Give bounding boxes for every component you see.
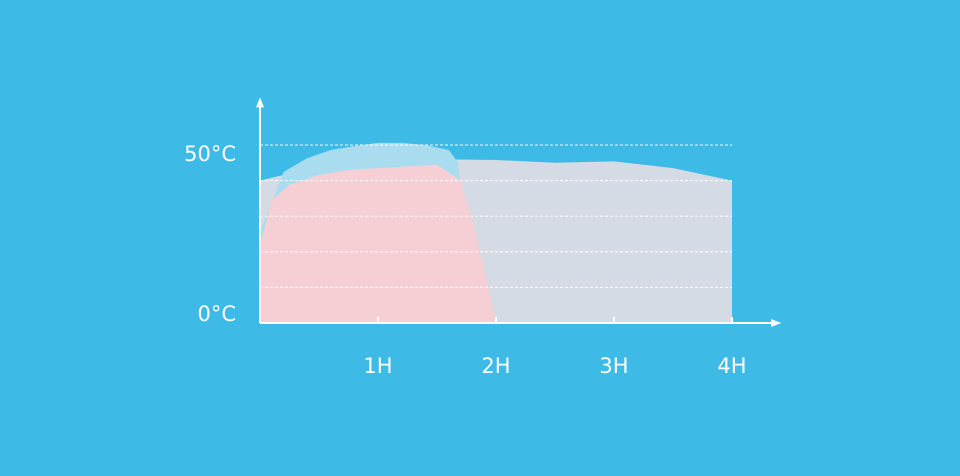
areas	[260, 142, 732, 323]
x-axis-arrow	[771, 319, 782, 327]
y-axis-arrow	[256, 97, 264, 108]
area	[260, 164, 496, 323]
x-tick-label: 2H	[481, 354, 510, 378]
x-tick-label: 4H	[717, 354, 746, 378]
x-tick-label: 1H	[363, 354, 392, 378]
y-tick-label: 0°C	[197, 302, 236, 326]
x-tick-label: 3H	[599, 354, 628, 378]
y-tick-label: 50°C	[184, 142, 236, 166]
axes: 1H 2H 3H 4H 0°C 50°C	[184, 97, 782, 378]
